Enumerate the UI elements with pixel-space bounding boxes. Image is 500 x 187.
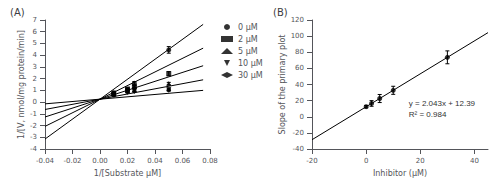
svg-text:0.08: 0.08 (202, 157, 218, 165)
svg-text:R² = 0.984: R² = 0.984 (409, 110, 447, 119)
svg-text:y = 2.043x + 12.39: y = 2.043x + 12.39 (409, 99, 476, 108)
svg-text:2: 2 (33, 75, 37, 83)
svg-text:1/[V, nmol/mg protein/min]: 1/[V, nmol/mg protein/min] (17, 30, 26, 139)
svg-text:0: 0 (364, 157, 368, 165)
svg-text:1: 1 (33, 86, 37, 94)
svg-text:0 μM: 0 μM (238, 23, 258, 32)
svg-text:Slope of the primary plot: Slope of the primary plot (278, 35, 287, 135)
svg-text:20: 20 (416, 157, 425, 165)
svg-text:Inhibitor (μM): Inhibitor (μM) (373, 169, 427, 178)
svg-text:7: 7 (33, 16, 37, 24)
svg-text:0.00: 0.00 (92, 157, 108, 165)
svg-text:3: 3 (33, 63, 37, 71)
svg-text:-1: -1 (30, 110, 37, 118)
svg-text:4: 4 (33, 51, 38, 59)
svg-text:20: 20 (295, 97, 304, 105)
svg-text:1/[Substrate μM]: 1/[Substrate μM] (94, 169, 161, 178)
svg-text:0.06: 0.06 (175, 157, 191, 165)
svg-text:-2: -2 (30, 122, 37, 130)
svg-text:0: 0 (33, 98, 37, 106)
svg-text:-0.02: -0.02 (63, 157, 81, 165)
svg-text:10 μM: 10 μM (238, 59, 263, 68)
svg-text:(A): (A) (10, 7, 25, 18)
svg-text:40: 40 (295, 81, 304, 89)
svg-text:0.02: 0.02 (120, 157, 136, 165)
svg-text:0: 0 (300, 113, 304, 121)
svg-text:0.04: 0.04 (147, 157, 163, 165)
svg-text:-20: -20 (293, 129, 304, 137)
svg-text:30 μM: 30 μM (238, 71, 263, 80)
svg-text:120: 120 (291, 16, 304, 24)
svg-text:100: 100 (291, 32, 304, 40)
svg-text:6: 6 (33, 28, 38, 36)
svg-text:2 μM: 2 μM (238, 35, 258, 44)
svg-text:(B): (B) (273, 7, 288, 18)
svg-text:80: 80 (295, 48, 304, 56)
svg-text:-4: -4 (30, 145, 38, 153)
svg-text:-20: -20 (306, 157, 317, 165)
svg-text:-3: -3 (30, 133, 37, 141)
svg-text:5: 5 (33, 39, 37, 47)
svg-text:5 μM: 5 μM (238, 47, 258, 56)
svg-text:40: 40 (470, 157, 479, 165)
svg-text:-0.04: -0.04 (36, 157, 55, 165)
svg-text:60: 60 (295, 64, 304, 72)
svg-text:-40: -40 (293, 145, 304, 153)
